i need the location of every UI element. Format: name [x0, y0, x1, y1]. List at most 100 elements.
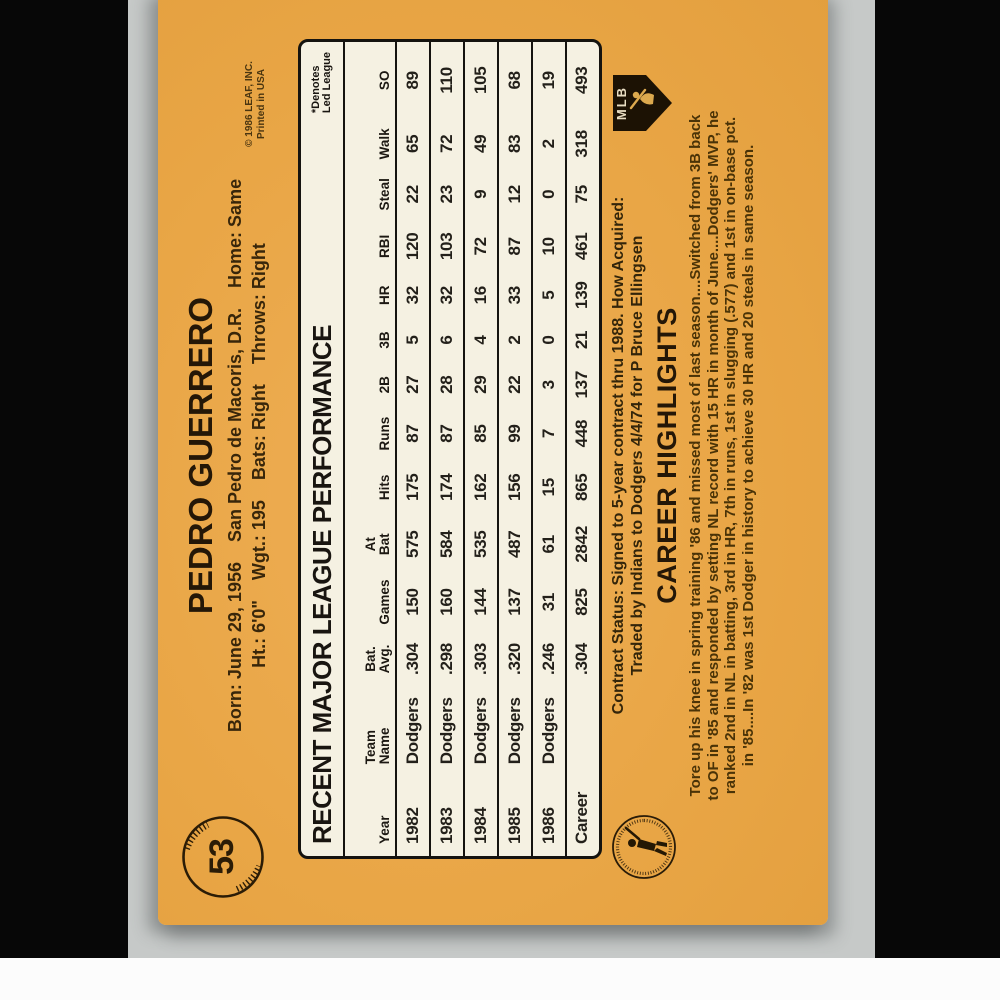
stats-cell: .320	[497, 629, 532, 689]
stats-header-cell: HR	[377, 285, 392, 305]
stats-cell: 137	[565, 362, 598, 407]
stats-cell: 156	[497, 460, 532, 515]
mlb-logo-text: MLB	[614, 86, 629, 120]
stats-cell: 2842	[565, 514, 598, 575]
stats-cell: 6	[429, 317, 464, 363]
stats-row: Career .304 825 2842 865 448 137 21 139 461 75 318 4…	[565, 42, 598, 856]
stats-header-cell: RBI	[377, 234, 392, 258]
stats-table-grid: Year Team Name Bat. Avg. Games At Bat Hits Run…	[345, 42, 598, 856]
stats-cell: 28	[429, 362, 464, 407]
stats-cell: 22	[396, 169, 430, 220]
stats-cell: 2	[497, 317, 532, 363]
stats-cell: Dodgers	[531, 688, 566, 777]
stats-cell: 87	[396, 406, 430, 461]
stats-cell: 1982	[396, 776, 430, 856]
stats-cell: Career	[565, 776, 598, 856]
bottom-white-strip	[0, 958, 1000, 1000]
stats-cell: Dodgers	[497, 688, 532, 777]
stats-table: RECENT MAJOR LEAGUE PERFORMANCE *Denotes…	[298, 39, 602, 859]
stats-cell: 139	[565, 273, 598, 318]
stats-cell: 16	[463, 273, 498, 318]
stats-cell: 99	[497, 406, 532, 461]
stats-cell: 0	[531, 169, 566, 220]
stats-cell: 21	[565, 317, 598, 363]
baseball-icon	[182, 816, 264, 898]
stats-row: 1985 Dodgers .320 137 487 156 99 22 2 33 87 12 83 68	[497, 42, 532, 856]
stats-header-cell: Year	[377, 815, 392, 844]
stats-cell: 0	[531, 317, 566, 363]
stats-cell: .304	[396, 629, 430, 689]
stats-cell: 575	[396, 514, 430, 575]
stats-header-cell: 2B	[377, 376, 392, 394]
stats-cell: 103	[429, 219, 464, 274]
stats-cell: 89	[396, 42, 430, 119]
card-number-baseball-icon: 53	[180, 814, 266, 900]
stats-cell: 144	[463, 574, 498, 630]
stats-cell: 10	[531, 219, 566, 274]
stats-cell: 12	[497, 169, 532, 220]
stats-table-title: RECENT MAJOR LEAGUE PERFORMANCE	[306, 325, 337, 844]
stats-cell: 29	[463, 362, 498, 407]
stats-cell: .303	[463, 629, 498, 689]
stats-cell: 27	[396, 362, 430, 407]
stats-cell: 68	[497, 42, 532, 119]
stats-row: 1984 Dodgers .303 144 535 162 85 29 4 16 72 9 49 105	[463, 42, 498, 856]
stats-cell: 825	[565, 574, 598, 630]
stats-cell: 23	[429, 169, 464, 220]
stats-cell: 83	[497, 118, 532, 170]
stats-cell: 31	[531, 574, 566, 630]
stats-body: 1982 Dodgers .304 150 575 175 87 27 5 32 120 22 65 89…	[396, 42, 598, 856]
stats-header-cell: 3B	[377, 331, 392, 349]
stats-cell: 3	[531, 362, 566, 407]
stats-cell: Dodgers	[396, 688, 430, 777]
player-name: PEDRO GUERRERO	[182, 296, 219, 615]
stats-cell: 137	[497, 574, 532, 630]
stats-cell: 5	[531, 273, 566, 318]
stats-cell: 72	[429, 118, 464, 170]
stats-row: 1983 Dodgers .298 160 584 174 87 28 6 32 103 23 72 11…	[429, 42, 464, 856]
stats-cell: 19	[531, 42, 566, 119]
stats-cell: 87	[429, 406, 464, 461]
stats-header-row: Year Team Name Bat. Avg. Games At Bat Hits Run…	[345, 42, 396, 856]
baseball-card-back: 53 PEDRO GUERRERO Born: June 29, 1956 Sa…	[158, 0, 828, 925]
how-acquired-line: Traded by Indians to Dodgers 4/4/74 for …	[628, 235, 646, 676]
stats-cell: 150	[396, 574, 430, 630]
stats-cell: 1984	[463, 776, 498, 856]
stats-cell: 1985	[497, 776, 532, 856]
contract-status-line: Contract Status: Signed to 5-year contra…	[610, 196, 627, 715]
stats-header-cell: Steal	[377, 178, 392, 211]
stats-cell: 174	[429, 460, 464, 515]
copyright-credit: © 1986 LEAF, INC. Printed in USA	[244, 61, 267, 147]
stats-table-titlebar: RECENT MAJOR LEAGUE PERFORMANCE *Denotes…	[301, 42, 345, 856]
stats-cell: 160	[429, 574, 464, 630]
stats-header-cell: Team Name	[363, 727, 392, 765]
stats-cell: 61	[531, 514, 566, 575]
stats-header-cell: SO	[377, 70, 392, 91]
mlb-shield-icon: MLB	[613, 75, 672, 131]
career-highlights-text: Tore up his knee in spring training '86 …	[687, 110, 757, 801]
stats-cell: 175	[396, 460, 430, 515]
lower-text-block: Contract Status: Signed to 5-year contra…	[610, 46, 757, 865]
stats-cell: 7	[531, 406, 566, 461]
stats-cell: 865	[565, 460, 598, 515]
stats-row: 1986 Dodgers .246 31 61 15 7 3 0 5 10 0 2 19	[531, 42, 566, 856]
stats-cell: 32	[396, 273, 430, 318]
stats-cell: 1986	[531, 776, 566, 856]
stats-cell: 75	[565, 169, 598, 220]
stats-cell: 4	[463, 317, 498, 363]
career-highlights-heading: CAREER HIGHLIGHTS	[652, 307, 682, 604]
stats-cell: 493	[565, 42, 598, 119]
stats-cell: 461	[565, 219, 598, 274]
led-league-note: *Denotes Led League	[309, 52, 334, 114]
stats-cell: 49	[463, 118, 498, 170]
stats-cell: 448	[565, 406, 598, 461]
stats-cell: 162	[463, 460, 498, 515]
stats-cell: .298	[429, 629, 464, 689]
stats-header-cell: Runs	[377, 416, 392, 451]
bio-born-line: Born: June 29, 1956 San Pedro de Macoris…	[225, 178, 245, 733]
stats-header-cell: Bat. Avg.	[363, 644, 392, 674]
stats-cell: 2	[531, 118, 566, 170]
stats-cell: 33	[497, 273, 532, 318]
stats-cell: 110	[429, 42, 464, 119]
stats-cell: Dodgers	[429, 688, 464, 777]
